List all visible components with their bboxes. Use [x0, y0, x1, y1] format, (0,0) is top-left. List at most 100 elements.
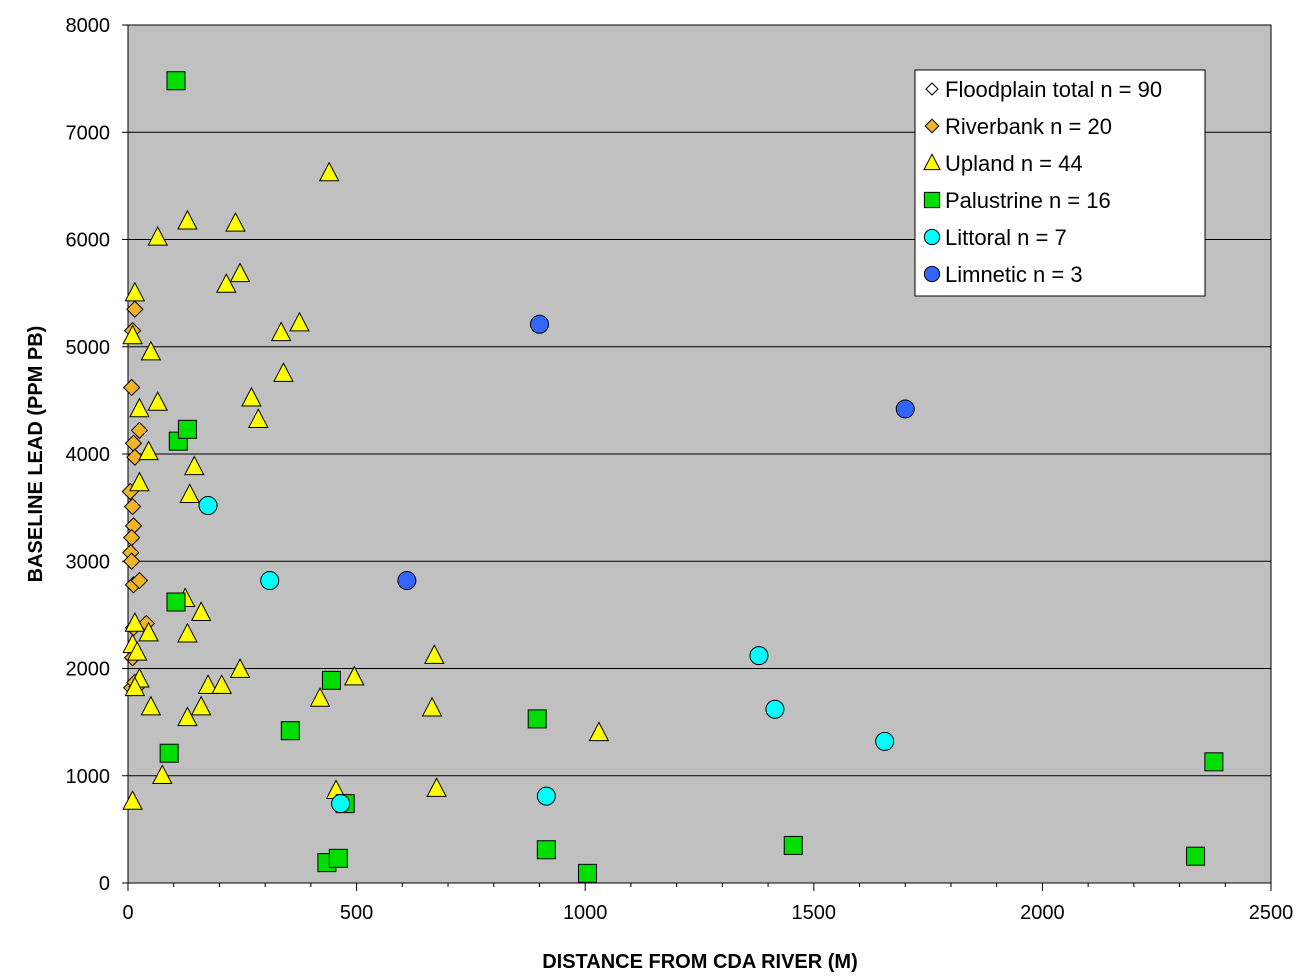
- data-point: [130, 421, 149, 440]
- data-point: [140, 340, 162, 361]
- data-point: [1186, 846, 1206, 866]
- data-point: [129, 397, 150, 418]
- legend-marker: [925, 82, 939, 96]
- data-point: [529, 314, 549, 334]
- data-point: [147, 391, 168, 411]
- data-point: [138, 621, 159, 642]
- data-point: [289, 311, 310, 332]
- data-point: [783, 835, 803, 855]
- legend-marker: [923, 191, 941, 209]
- data-point: [426, 777, 447, 797]
- data-point: [159, 743, 179, 763]
- legend-box: [914, 69, 1206, 297]
- data-point: [177, 419, 197, 439]
- data-points: [121, 71, 1224, 883]
- tick-labels: 0 1000 2000 3000 4000 5000 6000 7000 8000 0 500 100…: [66, 15, 1294, 924]
- x-tick-label: 500: [340, 902, 373, 924]
- data-point: [248, 408, 269, 428]
- y-tick-label: 4000: [66, 444, 111, 466]
- y-tick-label: 2000: [66, 659, 111, 681]
- data-point: [229, 658, 251, 678]
- data-point: [122, 552, 141, 570]
- legend-marker: [923, 265, 941, 283]
- legend-label: Limnetic n = 3: [945, 262, 1083, 287]
- data-point: [179, 483, 200, 504]
- legend-label: Floodplain total n = 90: [945, 77, 1162, 102]
- data-point: [536, 786, 556, 806]
- data-point: [421, 696, 443, 717]
- data-point: [190, 695, 212, 716]
- data-point: [184, 455, 205, 476]
- data-point: [216, 273, 237, 293]
- legend-label: Riverbank n = 20: [945, 114, 1112, 139]
- data-point: [875, 731, 895, 751]
- x-tick-label: 0: [122, 902, 133, 924]
- data-point: [397, 571, 417, 591]
- data-point: [122, 324, 143, 345]
- y-tick-label: 8000: [66, 15, 111, 37]
- data-point: [241, 386, 262, 407]
- data-point: [749, 646, 769, 666]
- data-point: [124, 281, 146, 302]
- y-tick-label: 6000: [66, 230, 111, 252]
- data-point: [527, 709, 547, 729]
- data-point: [318, 161, 340, 182]
- data-point: [126, 448, 144, 466]
- data-point: [166, 592, 186, 612]
- x-tick-label: 2000: [1020, 902, 1065, 924]
- y-tick-label: 7000: [66, 122, 111, 144]
- y-tick-label: 0: [99, 873, 110, 895]
- data-point: [321, 670, 341, 690]
- data-point: [1204, 752, 1224, 772]
- axes: [122, 24, 1272, 891]
- data-point: [123, 497, 142, 516]
- data-point: [129, 471, 150, 492]
- data-point: [126, 300, 144, 318]
- data-point: [140, 695, 162, 716]
- data-point: [130, 571, 149, 590]
- data-point: [152, 764, 173, 785]
- legend-label: Palustrine n = 16: [945, 188, 1111, 213]
- x-axis-title: DISTANCE FROM CDA RIVER (M): [542, 951, 858, 973]
- data-point: [198, 495, 218, 515]
- data-point: [229, 262, 251, 283]
- data-point: [211, 674, 233, 694]
- data-point: [344, 665, 365, 686]
- data-point: [124, 676, 146, 697]
- data-point: [309, 687, 331, 707]
- data-point: [895, 399, 915, 419]
- legend-marker: [923, 153, 941, 171]
- data-point: [280, 721, 300, 741]
- data-point: [190, 601, 212, 621]
- data-point: [765, 699, 785, 719]
- x-tick-label: 1500: [792, 902, 837, 924]
- data-point: [126, 640, 148, 661]
- legend-marker: [923, 228, 941, 246]
- data-point: [124, 612, 146, 632]
- data-point: [147, 225, 168, 246]
- y-tick-label: 1000: [66, 766, 111, 788]
- data-point: [177, 209, 198, 230]
- data-point: [270, 321, 292, 342]
- y-tick-label: 3000: [66, 551, 111, 573]
- data-point: [588, 721, 610, 742]
- data-point: [138, 440, 159, 461]
- data-point: [328, 848, 348, 868]
- data-point: [197, 674, 219, 694]
- data-point: [122, 378, 141, 397]
- data-point: [536, 840, 556, 860]
- data-point: [177, 706, 198, 727]
- y-axis-title: BASELINE LEAD (PPM PB): [25, 326, 47, 583]
- data-point: [273, 362, 294, 382]
- data-point: [424, 644, 445, 664]
- data-point: [260, 571, 280, 591]
- data-point: [122, 790, 143, 810]
- data-point: [177, 622, 198, 643]
- data-point: [225, 211, 246, 232]
- legend-marker: [924, 118, 940, 134]
- data-point: [166, 71, 186, 91]
- data-point: [577, 863, 597, 883]
- x-tick-label: 1000: [563, 902, 608, 924]
- legend-label: Upland n = 44: [945, 151, 1083, 176]
